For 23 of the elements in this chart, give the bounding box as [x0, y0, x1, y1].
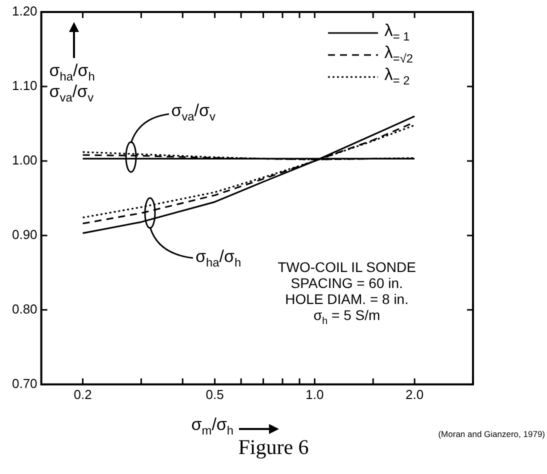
legend-label: λ$_{= 2}$ — [384, 65, 410, 88]
y-tick-label: 1.00 — [12, 152, 38, 168]
x-tick-label: 0.2 — [74, 386, 92, 402]
x-tick-label: 0.5 — [206, 386, 224, 402]
legend-label: λ$_{=√2}$ — [384, 43, 413, 66]
annotation: σ$_{h}$ = 5 S/m — [314, 307, 380, 328]
text: Figure 6 — [238, 435, 309, 459]
annotation: HOLE DIAM. = 8 in. — [285, 291, 408, 308]
annotation: σ$_{va}$/σ$_{v}$ — [171, 101, 216, 124]
y-tick-label: 0.90 — [12, 227, 38, 242]
annotation: SPACING = 60 in. — [290, 275, 403, 292]
x-axis-title: σ$_{m}$/σ$_{h}$ — [191, 415, 234, 438]
annotation: σ$_{ha}$/σ$_{h}$ — [195, 247, 242, 270]
text: (Moran and Gianzero, 1979) — [438, 429, 545, 440]
x-tick-label: 2.0 — [406, 386, 424, 402]
y-tick-label: 0.70 — [12, 376, 38, 391]
annotation: TWO-COIL IL SONDE — [278, 259, 416, 276]
legend-label: λ$_{= 1}$ — [384, 21, 410, 44]
y-tick-label: 1.10 — [12, 78, 38, 94]
y-tick-label: 1.20 — [12, 4, 38, 19]
y-tick-label: 0.80 — [12, 302, 38, 316]
x-tick-label: 1.0 — [306, 386, 324, 402]
text: σ$_{ha}$/σ$_{h}$ σ$_{va}$/σ$_{v}$ — [49, 61, 95, 105]
